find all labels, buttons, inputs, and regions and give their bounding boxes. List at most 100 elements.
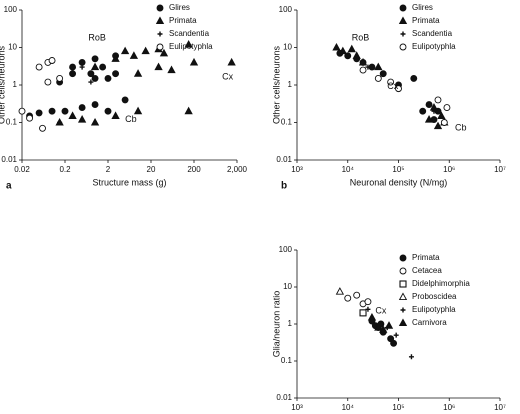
x-tick-label: 10³ xyxy=(291,403,303,412)
point xyxy=(79,64,85,70)
x-tick-label: 10⁷ xyxy=(494,165,506,174)
point xyxy=(48,107,56,115)
x-tick-label: 10⁷ xyxy=(494,403,506,412)
point xyxy=(344,52,352,60)
legend-marker xyxy=(398,292,408,301)
point xyxy=(121,96,129,104)
legend-marker xyxy=(156,43,164,51)
point xyxy=(410,74,418,82)
point xyxy=(78,58,86,66)
x-tick-label: 200 xyxy=(187,165,201,174)
legend-marker xyxy=(398,318,408,327)
legend-marker xyxy=(400,307,406,313)
legend-marker xyxy=(157,31,163,37)
legend-label: Glires xyxy=(169,3,190,12)
y-axis-label: Glia/neuron ratio xyxy=(271,291,281,358)
y-tick-label: 100 xyxy=(279,5,293,14)
legend-marker xyxy=(155,16,165,25)
legend-label: Proboscidea xyxy=(412,292,457,301)
point xyxy=(111,111,120,119)
legend-label: Primata xyxy=(169,16,197,25)
point xyxy=(419,107,427,115)
legend-label: Scandentia xyxy=(412,29,453,38)
legend-label: Scandentia xyxy=(169,29,210,38)
point xyxy=(431,108,437,114)
point xyxy=(434,96,442,104)
point xyxy=(184,106,193,115)
point xyxy=(379,70,387,78)
y-tick-label: 100 xyxy=(4,5,18,14)
point xyxy=(48,57,56,64)
y-tick-label: 0.1 xyxy=(281,118,293,127)
point xyxy=(408,354,414,360)
point xyxy=(26,114,34,122)
point xyxy=(184,39,193,48)
annotation: Cx xyxy=(222,72,233,82)
point xyxy=(347,44,356,53)
point xyxy=(365,64,371,70)
point xyxy=(44,78,52,86)
legend-label: Cetacea xyxy=(412,266,442,275)
point xyxy=(440,119,448,126)
legend-marker xyxy=(399,254,407,262)
legend-label: Glires xyxy=(412,3,433,12)
legend-marker xyxy=(399,43,407,51)
point xyxy=(338,46,347,55)
point xyxy=(167,65,176,74)
legend-label: Primata xyxy=(412,253,440,262)
y-tick-label: 1 xyxy=(13,80,18,89)
x-tick-label: 10⁶ xyxy=(443,403,455,412)
point xyxy=(384,321,394,329)
y-tick-label: 0.1 xyxy=(281,356,293,365)
point xyxy=(425,101,433,109)
x-tick-label: 0.02 xyxy=(14,165,30,174)
legend-marker xyxy=(400,31,406,37)
x-tick-label: 0.2 xyxy=(59,165,71,174)
point xyxy=(367,312,377,321)
point xyxy=(78,104,86,112)
point xyxy=(335,287,345,295)
point xyxy=(365,306,371,312)
point xyxy=(358,57,368,66)
legend-label: Primata xyxy=(412,16,440,25)
x-tick-label: 10⁵ xyxy=(392,403,404,412)
point xyxy=(374,74,382,82)
point xyxy=(112,70,120,78)
point xyxy=(88,79,94,85)
point xyxy=(443,104,451,112)
point xyxy=(69,63,77,71)
point xyxy=(57,120,63,125)
point xyxy=(390,339,398,347)
annotation: Cb xyxy=(455,123,467,133)
legend-marker xyxy=(156,4,164,12)
point xyxy=(424,114,434,123)
point xyxy=(91,55,99,63)
y-tick-label: 100 xyxy=(279,245,293,254)
y-tick-label: 1 xyxy=(288,80,293,89)
point xyxy=(344,294,352,302)
point xyxy=(352,51,361,59)
panel-label: a xyxy=(6,181,12,192)
x-tick-label: 10⁴ xyxy=(342,403,355,412)
point xyxy=(437,111,446,119)
point xyxy=(227,57,236,66)
y-tick-label: 0.1 xyxy=(6,118,18,127)
point xyxy=(68,111,77,119)
y-tick-label: 10 xyxy=(283,282,292,291)
legend-label: Carnivora xyxy=(412,318,447,327)
point xyxy=(393,332,399,338)
x-tick-label: 10³ xyxy=(291,165,303,174)
legend-marker xyxy=(398,16,408,25)
point xyxy=(61,107,69,115)
point xyxy=(129,51,139,59)
point xyxy=(359,66,367,74)
point xyxy=(364,298,372,306)
point xyxy=(374,62,383,71)
point xyxy=(141,46,150,55)
point xyxy=(35,109,43,117)
point xyxy=(395,85,402,93)
point xyxy=(374,323,383,331)
